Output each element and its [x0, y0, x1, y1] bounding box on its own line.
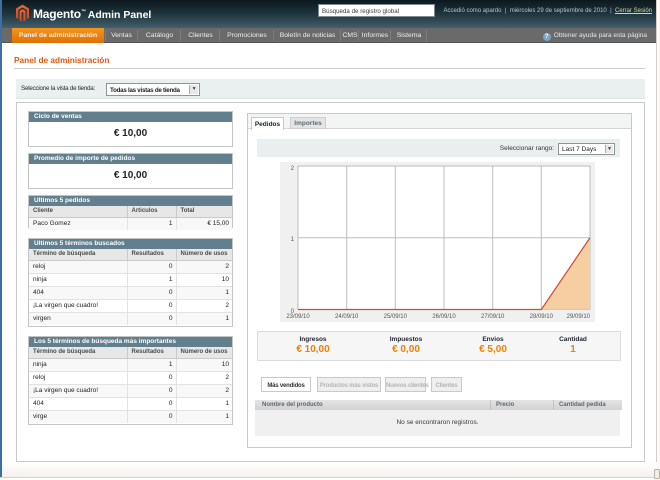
svg-text:0: 0 [291, 309, 295, 315]
svg-text:28/09/10: 28/09/10 [530, 314, 554, 320]
svg-text:29/09/10: 29/09/10 [567, 314, 591, 320]
svg-text:25/09/10: 25/09/10 [384, 314, 408, 320]
svg-text:24/09/10: 24/09/10 [335, 314, 359, 320]
svg-text:26/09/10: 26/09/10 [432, 314, 456, 320]
svg-text:1: 1 [291, 237, 295, 243]
svg-text:23/09/10: 23/09/10 [286, 314, 310, 320]
svg-text:2: 2 [291, 166, 295, 172]
svg-text:27/09/10: 27/09/10 [481, 314, 505, 320]
